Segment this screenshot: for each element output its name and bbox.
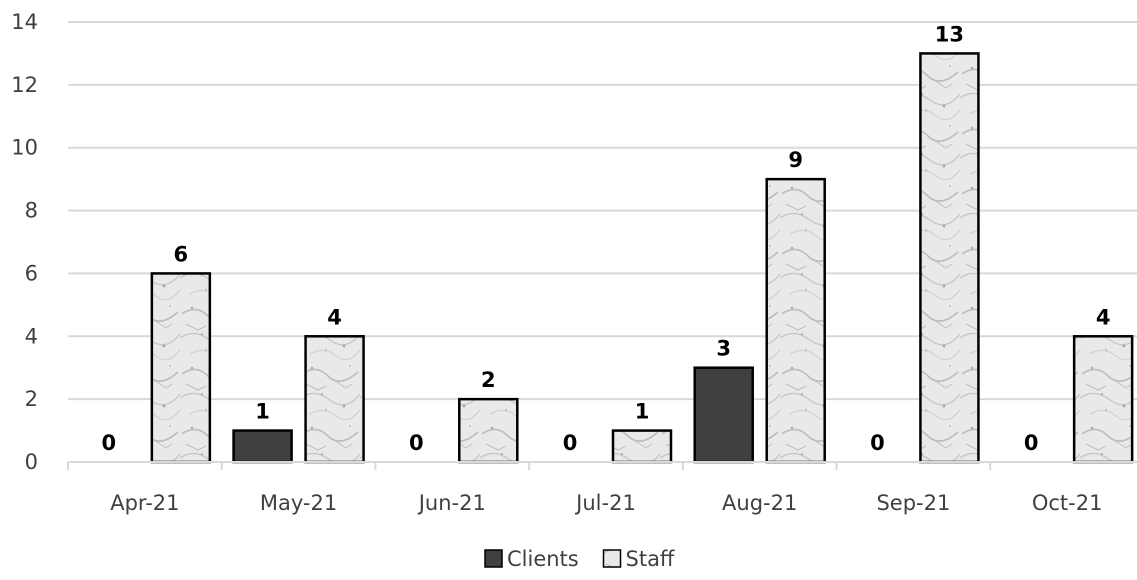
x-tick-label: May-21 bbox=[260, 491, 337, 515]
data-label-staff: 1 bbox=[635, 400, 650, 424]
bar-staff-may-21 bbox=[304, 335, 365, 464]
x-tick-label: Jun-21 bbox=[417, 491, 486, 515]
x-tick-label: Aug-21 bbox=[722, 491, 797, 515]
x-tick-label: Sep-21 bbox=[876, 491, 950, 515]
data-label-clients: 3 bbox=[716, 337, 731, 361]
bar-staff-aug-21 bbox=[765, 177, 826, 464]
x-axis bbox=[67, 461, 1137, 470]
y-axis-tick-labels: 0 2 4 6 8 10 12 14 bbox=[11, 10, 38, 474]
bar-clients-may-21 bbox=[232, 429, 293, 464]
y-tick-label: 0 bbox=[25, 450, 38, 474]
data-label-staff: 2 bbox=[481, 368, 496, 392]
y-tick-label: 8 bbox=[25, 199, 38, 223]
y-tick-label: 4 bbox=[25, 324, 38, 348]
data-label-clients: 0 bbox=[1024, 431, 1039, 455]
legend-swatch-staff bbox=[602, 549, 622, 568]
legend-label-clients: Clients bbox=[507, 547, 579, 571]
y-tick-label: 10 bbox=[11, 136, 38, 160]
y-tick-label: 6 bbox=[25, 261, 38, 285]
y-tick-label: 2 bbox=[25, 387, 38, 411]
data-label-staff: 6 bbox=[174, 242, 189, 266]
data-label-clients: 0 bbox=[563, 431, 578, 455]
bar-staff-jul-21 bbox=[611, 429, 673, 464]
data-label-staff: 4 bbox=[1096, 305, 1111, 329]
x-tick-label: Oct-21 bbox=[1032, 491, 1103, 515]
data-label-clients: 0 bbox=[409, 431, 424, 455]
bar-clients-aug-21 bbox=[693, 366, 754, 464]
data-label-clients: 0 bbox=[870, 431, 885, 455]
legend-label-staff: Staff bbox=[626, 547, 675, 571]
data-label-staff: 4 bbox=[327, 305, 342, 329]
x-tick-label: Apr-21 bbox=[110, 491, 179, 515]
x-axis-tick-labels: Apr-21 May-21 Jun-21 Jul-21 Aug-21 Sep-21 Oct-… bbox=[110, 491, 1102, 515]
x-tick-label: Jul-21 bbox=[574, 491, 636, 515]
data-label-staff: 13 bbox=[935, 22, 964, 46]
bar-staff-sep-21 bbox=[919, 52, 980, 464]
y-tick-label: 14 bbox=[11, 10, 38, 34]
data-label-staff: 9 bbox=[788, 148, 803, 172]
y-tick-label: 12 bbox=[11, 73, 38, 97]
legend: Clients Staff bbox=[484, 547, 675, 571]
bar-staff-oct-21 bbox=[1072, 335, 1134, 464]
bar-staff-apr-21 bbox=[150, 272, 212, 464]
bar-staff-jun-21 bbox=[458, 397, 519, 464]
data-label-clients: 0 bbox=[102, 431, 117, 455]
data-label-clients: 1 bbox=[255, 400, 270, 424]
gridlines bbox=[68, 21, 1137, 401]
legend-swatch-clients bbox=[484, 549, 503, 568]
